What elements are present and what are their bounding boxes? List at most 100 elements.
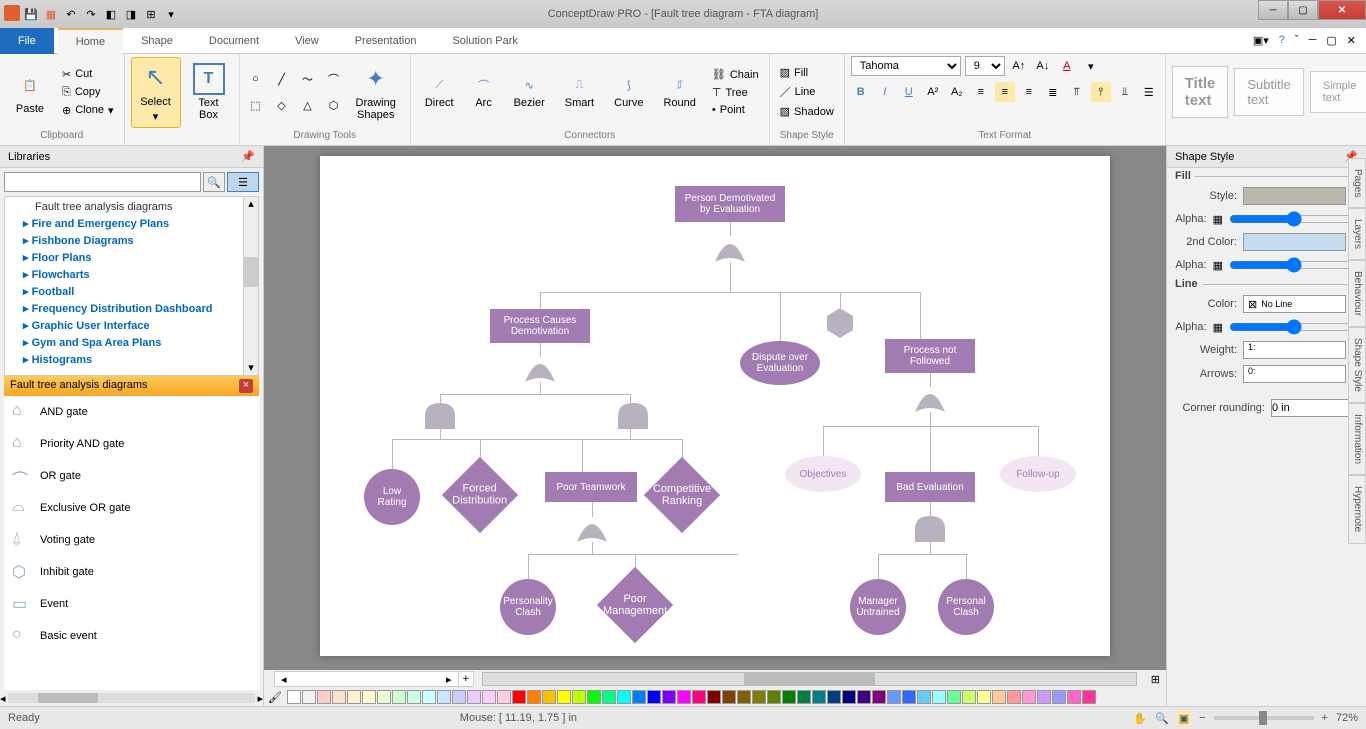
point-button[interactable]: •Point — [708, 102, 763, 118]
color-swatch[interactable] — [572, 690, 586, 704]
color-swatch[interactable] — [857, 690, 871, 704]
subscript-button[interactable]: A₂ — [947, 82, 967, 102]
color-swatch[interactable] — [632, 690, 646, 704]
tree-item[interactable]: ▸ Football — [7, 283, 256, 300]
library-category-header[interactable]: Fault tree analysis diagrams × — [4, 376, 259, 396]
zoom-in-button[interactable]: + — [1322, 712, 1328, 724]
color-swatch[interactable] — [392, 690, 406, 704]
library-tree[interactable]: Fault tree analysis diagrams ▸ Fire and … — [4, 196, 259, 376]
lib-hscroll[interactable]: ◂▸ — [0, 690, 263, 706]
arc-button[interactable]: ⌒Arc — [466, 71, 502, 113]
collapse-ribbon-icon[interactable]: ˇ — [1295, 34, 1299, 47]
tree-item[interactable]: ▸ Floor Plans — [7, 249, 256, 266]
shape-item[interactable]: ⌂Priority AND gate — [4, 428, 259, 460]
color-swatch[interactable] — [767, 690, 781, 704]
decrease-font-icon[interactable]: A↓ — [1033, 56, 1053, 76]
style-subtitle[interactable]: Subtitle text — [1234, 68, 1303, 116]
color-swatch[interactable] — [617, 690, 631, 704]
increase-font-icon[interactable]: A↑ — [1009, 56, 1029, 76]
shape-item[interactable]: ⌂AND gate — [4, 396, 259, 428]
color-swatch[interactable] — [902, 690, 916, 704]
file-menu[interactable]: File — [0, 28, 54, 54]
tree-item[interactable]: Fault tree analysis diagrams — [7, 199, 256, 215]
color-swatch[interactable] — [752, 690, 766, 704]
tree-item[interactable]: ▸ Histograms — [7, 351, 256, 368]
diagram-node[interactable]: Low Rating — [364, 469, 420, 525]
color-swatch[interactable] — [782, 690, 796, 704]
highlight-icon[interactable]: ▾ — [1081, 56, 1101, 76]
valign-top-icon[interactable]: ⫪ — [1067, 82, 1087, 102]
list-icon[interactable]: ☰ — [1139, 82, 1159, 102]
tree-item[interactable]: ▸ Fire and Emergency Plans — [7, 215, 256, 232]
zoom-out-button[interactable]: − — [1199, 712, 1205, 724]
tree-item[interactable]: ▸ Graphic User Interface — [7, 317, 256, 334]
smart-button[interactable]: ⎍Smart — [557, 71, 602, 113]
mdi-close-icon[interactable]: ✕ — [1347, 34, 1356, 47]
italic-button[interactable]: I — [875, 82, 895, 102]
select-button[interactable]: ↖ Select▾ — [131, 57, 181, 128]
arrows-select[interactable]: 0: — [1243, 365, 1346, 383]
font-size-select[interactable]: 9 — [965, 56, 1005, 76]
tool-icon[interactable]: ⬚ — [246, 95, 266, 115]
diagram-node[interactable]: Objectives — [785, 456, 861, 492]
color-swatch[interactable] — [452, 690, 466, 704]
font-family-select[interactable]: Tahoma — [851, 56, 961, 76]
color-swatch[interactable] — [647, 690, 661, 704]
round-button[interactable]: ⎎Round — [655, 71, 703, 113]
color-swatch[interactable] — [962, 690, 976, 704]
mdi-minimize-icon[interactable]: ─ — [1309, 34, 1317, 47]
tree-item[interactable]: ▸ Gym and Spa Area Plans — [7, 334, 256, 351]
tool-icon[interactable]: ◇ — [272, 95, 292, 115]
color-swatch[interactable] — [512, 690, 526, 704]
diagram-node[interactable]: Process Causes Demotivation — [490, 309, 590, 343]
color-swatch[interactable] — [542, 690, 556, 704]
diagram-node[interactable]: Competitive Ranking — [644, 457, 720, 533]
align-center-icon[interactable]: ≡ — [995, 82, 1015, 102]
redo-icon[interactable]: ↷ — [82, 5, 100, 23]
corner-input[interactable] — [1271, 399, 1358, 417]
shape-item[interactable]: ⍙Voting gate — [4, 524, 259, 556]
alpha2-slider[interactable] — [1229, 257, 1358, 273]
shape-item[interactable]: ▭Event — [4, 588, 259, 620]
help-icon[interactable]: ? — [1279, 34, 1285, 47]
align-just-icon[interactable]: ≣ — [1043, 82, 1063, 102]
superscript-button[interactable]: A² — [923, 82, 943, 102]
color-swatch[interactable] — [482, 690, 496, 704]
diagram-node[interactable]: Process not Followed — [885, 339, 975, 373]
shadow-button[interactable]: ▧Shadow — [776, 103, 838, 120]
color-swatch[interactable] — [827, 690, 841, 704]
bold-button[interactable]: B — [851, 82, 871, 102]
color-swatch[interactable] — [932, 690, 946, 704]
textbox-button[interactable]: T Text Box — [185, 59, 233, 125]
shape-item[interactable]: ○Basic event — [4, 620, 259, 652]
color-swatch[interactable] — [797, 690, 811, 704]
tool-icon[interactable]: ○ — [246, 69, 266, 89]
tool-icon[interactable]: ╱ — [272, 69, 292, 89]
color-swatch[interactable] — [1067, 690, 1081, 704]
zoom-slider[interactable] — [1214, 716, 1314, 720]
color-swatch[interactable] — [737, 690, 751, 704]
close-button[interactable]: ✕ — [1318, 0, 1366, 20]
font-color-icon[interactable]: A — [1057, 56, 1077, 76]
tool-icon[interactable]: ～ — [298, 69, 318, 89]
valign-bot-icon[interactable]: ⫫ — [1115, 82, 1135, 102]
window-icon[interactable]: ▣▾ — [1253, 34, 1269, 47]
save-icon[interactable]: 💾 — [22, 5, 40, 23]
tool-icon[interactable]: △ — [298, 95, 318, 115]
color-swatch[interactable] — [1052, 690, 1066, 704]
align-left-icon[interactable]: ≡ — [971, 82, 991, 102]
color-swatch[interactable] — [1007, 690, 1021, 704]
style-title[interactable]: Title text — [1172, 66, 1229, 118]
valign-mid-icon[interactable]: ⫯ — [1091, 82, 1111, 102]
color-swatch[interactable] — [842, 690, 856, 704]
palette-tool-icon[interactable]: 🖌 — [268, 691, 282, 704]
color-swatch[interactable] — [977, 690, 991, 704]
copy-button[interactable]: ⎘Copy — [58, 84, 118, 101]
weight-select[interactable]: 1: — [1243, 341, 1346, 359]
color-swatch[interactable] — [872, 690, 886, 704]
canvas-hscroll[interactable]: ◂▸+ ⊞ — [264, 670, 1166, 688]
bezier-button[interactable]: ∿Bezier — [506, 71, 553, 113]
color-swatch[interactable] — [707, 690, 721, 704]
minimize-button[interactable]: ─ — [1258, 0, 1288, 20]
color-swatch[interactable] — [317, 690, 331, 704]
